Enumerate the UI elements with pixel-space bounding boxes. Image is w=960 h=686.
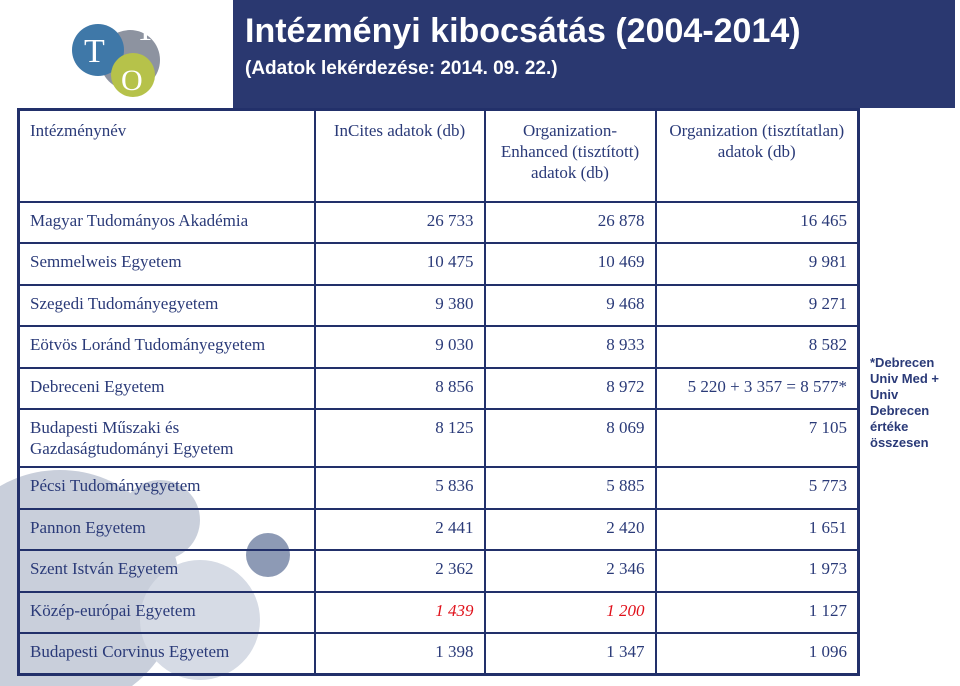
- table-row: Budapesti Műszaki és Gazdaságtudományi E…: [17, 408, 859, 467]
- value-cell: 2 362: [313, 549, 485, 592]
- value-cell: 2 441: [313, 507, 485, 550]
- value-cell: 5 773: [654, 466, 859, 509]
- value-cell: 7 105: [654, 408, 859, 467]
- logo-letter: T: [84, 33, 105, 70]
- value-cell: 9 271: [654, 283, 859, 326]
- name-cell: Közép-európai Egyetem: [17, 590, 315, 633]
- table-row: Debreceni Egyetem 8 856 8 972 5 220 + 3 357…: [17, 366, 859, 409]
- logo-circle: [72, 24, 124, 76]
- logo-circle: [111, 53, 155, 97]
- column-header: Organization-Enhanced (tisztított) adato…: [483, 108, 656, 202]
- table-row: Pannon Egyetem 2 441 2 420 1 651: [17, 507, 859, 550]
- name-cell: Pécsi Tudományegyetem: [17, 466, 315, 509]
- value-cell: 26 878: [483, 200, 656, 243]
- name-cell: Budapesti Műszaki és Gazdaságtudományi E…: [17, 408, 315, 467]
- column-header: Organization (tisztítatlan) adatok (db): [654, 108, 859, 202]
- logo-letter: O: [121, 64, 143, 97]
- table-row: Szegedi Tudományegyetem 9 380 9 468 9 271: [17, 283, 859, 326]
- value-cell: 5 220 + 3 357 = 8 577*: [654, 366, 859, 409]
- name-cell: Budapesti Corvinus Egyetem: [17, 632, 315, 675]
- header-row: Intézménynév InCites adatok (db) Organizat…: [17, 108, 859, 202]
- table-row: Magyar Tudományos Akadémia 26 733 26 878 16…: [17, 200, 859, 243]
- name-cell: Pannon Egyetem: [17, 507, 315, 550]
- name-cell: Magyar Tudományos Akadémia: [17, 200, 315, 243]
- value-cell: 9 981: [654, 242, 859, 285]
- value-cell: 1 973: [654, 549, 859, 592]
- table-row: Budapesti Corvinus Egyetem 1 398 1 347 1 09…: [17, 632, 859, 675]
- value-cell: 1 439: [313, 590, 485, 633]
- name-cell: Szent István Egyetem: [17, 549, 315, 592]
- note: *Debrecen Univ Med + Univ Debrecen érték…: [870, 355, 939, 450]
- value-cell: 16 465: [654, 200, 859, 243]
- column-header: Intézménynév: [17, 108, 315, 202]
- value-cell: 1 127: [654, 590, 859, 633]
- value-cell: 2 420: [483, 507, 656, 550]
- value-cell: 1 096: [654, 632, 859, 675]
- table-row: Pécsi Tudományegyetem 5 836 5 885 5 773: [17, 466, 859, 509]
- value-cell: 8 972: [483, 366, 656, 409]
- value-cell: 10 475: [313, 242, 485, 285]
- value-cell: 8 125: [313, 408, 485, 467]
- table-row: Közép-európai Egyetem 1 439 1 200 1 127: [17, 590, 859, 633]
- value-cell: 8 856: [313, 366, 485, 409]
- logo-letter: T: [135, 11, 156, 48]
- title: Intézményi kibocsátás (2004-2014): [245, 12, 801, 50]
- value-cell: 5 885: [483, 466, 656, 509]
- value-cell: 8 933: [483, 325, 656, 368]
- table: Intézménynév InCites adatok (db) Organizat…: [17, 108, 860, 676]
- name-cell: Debreceni Egyetem: [17, 366, 315, 409]
- value-cell: 9 468: [483, 283, 656, 326]
- value-cell: 10 469: [483, 242, 656, 285]
- value-cell: 1 347: [483, 632, 656, 675]
- table-row: Semmelweis Egyetem 10 475 10 469 9 981: [17, 242, 859, 285]
- table-row: Eötvös Loránd Tudományegyetem 9 030 8 933 8…: [17, 325, 859, 368]
- value-cell: 5 836: [313, 466, 485, 509]
- title-band: [233, 0, 955, 108]
- value-cell: 2 346: [483, 549, 656, 592]
- name-cell: Eötvös Loránd Tudományegyetem: [17, 325, 315, 368]
- name-cell: Szegedi Tudományegyetem: [17, 283, 315, 326]
- value-cell: 1 398: [313, 632, 485, 675]
- value-cell: 9 030: [313, 325, 485, 368]
- column-header: InCites adatok (db): [313, 108, 485, 202]
- value-cell: 8 069: [483, 408, 656, 467]
- value-cell: 1 651: [654, 507, 859, 550]
- value-cell: 26 733: [313, 200, 485, 243]
- value-cell: 1 200: [483, 590, 656, 633]
- value-cell: 8 582: [654, 325, 859, 368]
- name-cell: Semmelweis Egyetem: [17, 242, 315, 285]
- subtitle: (Adatok lekérdezése: 2014. 09. 22.): [245, 58, 558, 79]
- table-row: Szent István Egyetem 2 362 2 346 1 973: [17, 549, 859, 592]
- value-cell: 9 380: [313, 283, 485, 326]
